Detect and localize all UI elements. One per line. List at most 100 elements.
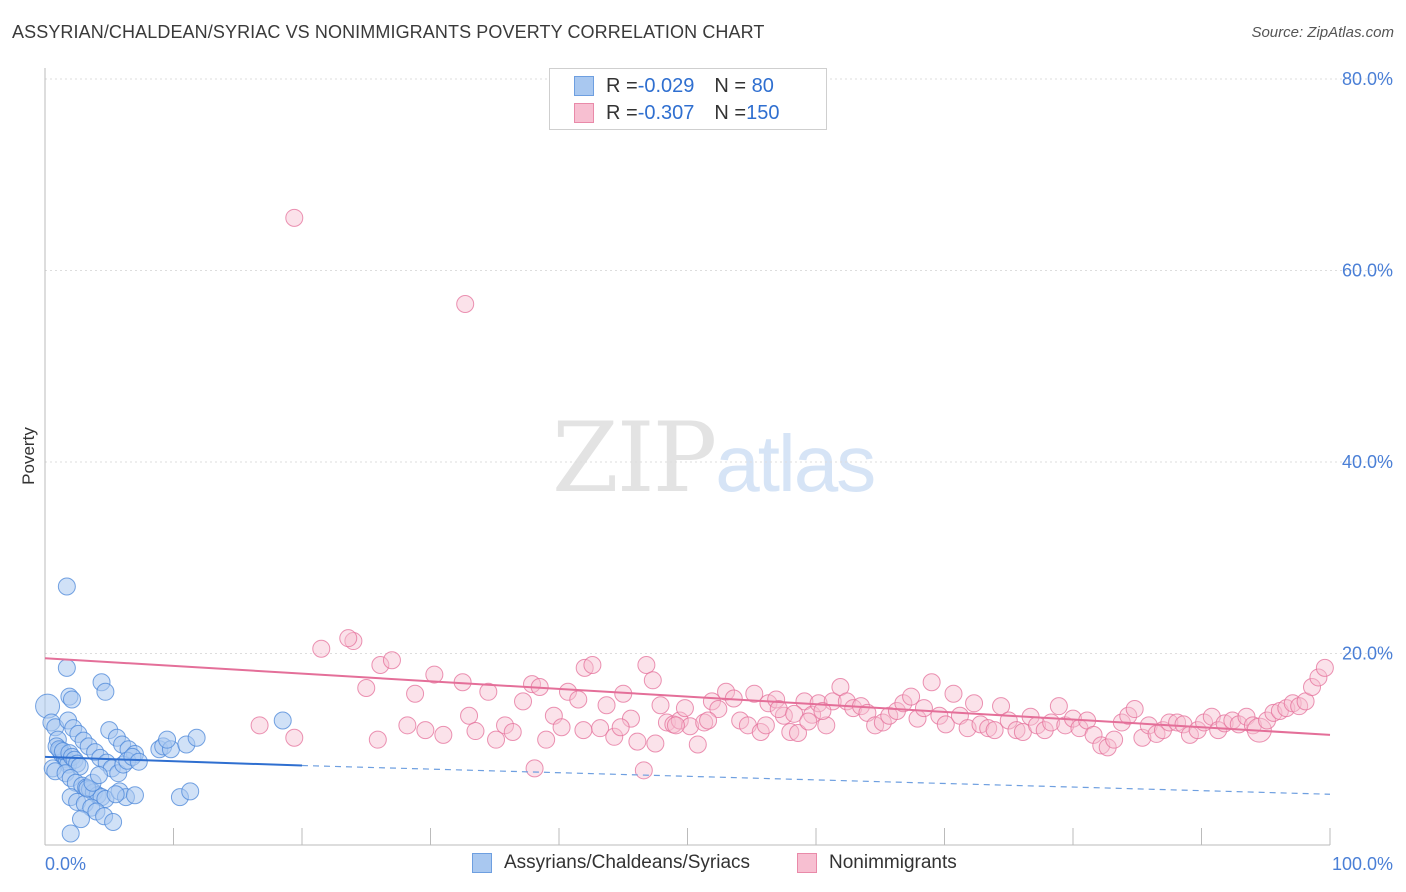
data-point bbox=[62, 690, 81, 709]
data-point bbox=[371, 655, 390, 674]
data-point bbox=[89, 766, 108, 785]
data-point bbox=[61, 824, 80, 843]
data-point bbox=[1258, 711, 1277, 730]
data-point bbox=[285, 208, 304, 227]
legend-n-value: 80 bbox=[746, 74, 774, 97]
data-point bbox=[789, 723, 808, 742]
watermark-zip: ZIP bbox=[552, 402, 717, 514]
bottom-legend-nonimmigrants: Nonimmigrants bbox=[797, 852, 957, 874]
data-point bbox=[339, 629, 358, 648]
data-point bbox=[611, 718, 630, 737]
trend-line-assyrians bbox=[44, 755, 303, 767]
data-point bbox=[944, 684, 963, 703]
data-point bbox=[344, 632, 363, 651]
data-point bbox=[922, 673, 941, 692]
data-point bbox=[479, 682, 498, 701]
data-point bbox=[382, 651, 401, 670]
bottom-legend-label-nonimmigrants: Nonimmigrants bbox=[829, 852, 957, 873]
y-axis-title: Poverty bbox=[19, 427, 38, 485]
data-point bbox=[1309, 668, 1328, 687]
bottom-legend-assyrians: Assyrians/Chaldeans/Syriacs bbox=[472, 852, 750, 874]
data-point bbox=[187, 728, 206, 747]
data-point bbox=[1125, 700, 1144, 719]
data-point bbox=[887, 701, 906, 720]
data-point bbox=[71, 810, 90, 829]
data-point bbox=[96, 682, 115, 701]
data-point bbox=[487, 730, 506, 749]
correlation-legend: R = -0.029 N = 80 R = -0.307 N = 150 bbox=[549, 68, 827, 130]
data-point bbox=[979, 719, 998, 738]
chart-title: ASSYRIAN/CHALDEAN/SYRIAC VS NONIMMIGRANT… bbox=[12, 22, 765, 42]
data-point bbox=[1049, 697, 1068, 716]
data-point bbox=[250, 716, 269, 735]
data-point bbox=[574, 721, 593, 740]
data-point bbox=[125, 786, 144, 805]
data-point bbox=[1007, 721, 1026, 740]
data-point bbox=[456, 295, 475, 314]
data-point bbox=[312, 639, 331, 658]
legend-n-value: 150 bbox=[746, 101, 780, 124]
data-point bbox=[873, 713, 892, 732]
data-point bbox=[709, 700, 728, 719]
data-point bbox=[844, 699, 863, 718]
data-point bbox=[434, 725, 453, 744]
legend-r-value: -0.029 bbox=[637, 74, 695, 97]
data-point bbox=[1315, 658, 1334, 677]
data-point bbox=[503, 723, 522, 742]
data-point bbox=[985, 721, 1004, 740]
data-point bbox=[129, 752, 148, 771]
data-point bbox=[104, 813, 123, 832]
bottom-legend-swatch-assyrians bbox=[472, 853, 492, 873]
data-point bbox=[1098, 738, 1117, 757]
y-tick-label: 40.0% bbox=[1342, 452, 1393, 472]
data-point bbox=[1303, 678, 1322, 697]
data-point bbox=[646, 734, 665, 753]
data-point bbox=[745, 684, 764, 703]
data-point bbox=[1119, 706, 1138, 725]
legend-swatch-assyrians bbox=[574, 76, 594, 96]
tick-labels: 20.0% 40.0% 60.0% 80.0% 0.0% 100.0% bbox=[45, 69, 1393, 874]
legend-row-assyrians: R = -0.029 N = 80 bbox=[574, 73, 774, 99]
x-tick-label: 100.0% bbox=[1332, 854, 1393, 874]
data-point bbox=[1209, 721, 1228, 740]
data-point bbox=[681, 717, 700, 736]
legend-swatch-nonimmigrants bbox=[574, 103, 594, 123]
data-point bbox=[460, 706, 479, 725]
data-point bbox=[894, 694, 913, 713]
source-label: Source: ZipAtlas.com bbox=[1251, 24, 1394, 41]
legend-r-value: -0.307 bbox=[637, 101, 695, 124]
data-point bbox=[666, 716, 685, 735]
data-point bbox=[799, 712, 818, 731]
data-point bbox=[717, 682, 736, 701]
data-point bbox=[57, 658, 76, 677]
data-point bbox=[368, 730, 387, 749]
data-point bbox=[781, 723, 800, 742]
data-point bbox=[597, 696, 616, 715]
data-point bbox=[416, 721, 435, 740]
legend-n-label: N = bbox=[714, 74, 747, 97]
data-point bbox=[605, 727, 624, 746]
data-point bbox=[795, 692, 814, 711]
data-point bbox=[525, 759, 544, 778]
trend-line-assyrians-extension bbox=[301, 764, 1331, 795]
data-point bbox=[466, 722, 485, 741]
gridlines bbox=[45, 78, 1393, 654]
data-point bbox=[643, 671, 662, 690]
bottom-legend-label-assyrians: Assyrians/Chaldeans/Syriacs bbox=[504, 852, 751, 873]
watermark-atlas: atlas bbox=[715, 419, 876, 508]
data-point bbox=[398, 716, 417, 735]
bottom-legend-swatch-nonimmigrants bbox=[797, 853, 817, 873]
data-point bbox=[699, 711, 718, 730]
watermark: ZIPatlas bbox=[552, 402, 876, 514]
data-point bbox=[273, 711, 292, 730]
data-points bbox=[35, 208, 1334, 843]
data-point bbox=[785, 704, 804, 723]
y-tick-label: 80.0% bbox=[1342, 69, 1393, 89]
data-point bbox=[357, 678, 376, 697]
x-tick-label: 0.0% bbox=[45, 854, 86, 874]
trend-lines bbox=[44, 657, 1331, 795]
data-point bbox=[514, 692, 533, 711]
data-point bbox=[1035, 721, 1054, 740]
data-point bbox=[756, 716, 775, 735]
